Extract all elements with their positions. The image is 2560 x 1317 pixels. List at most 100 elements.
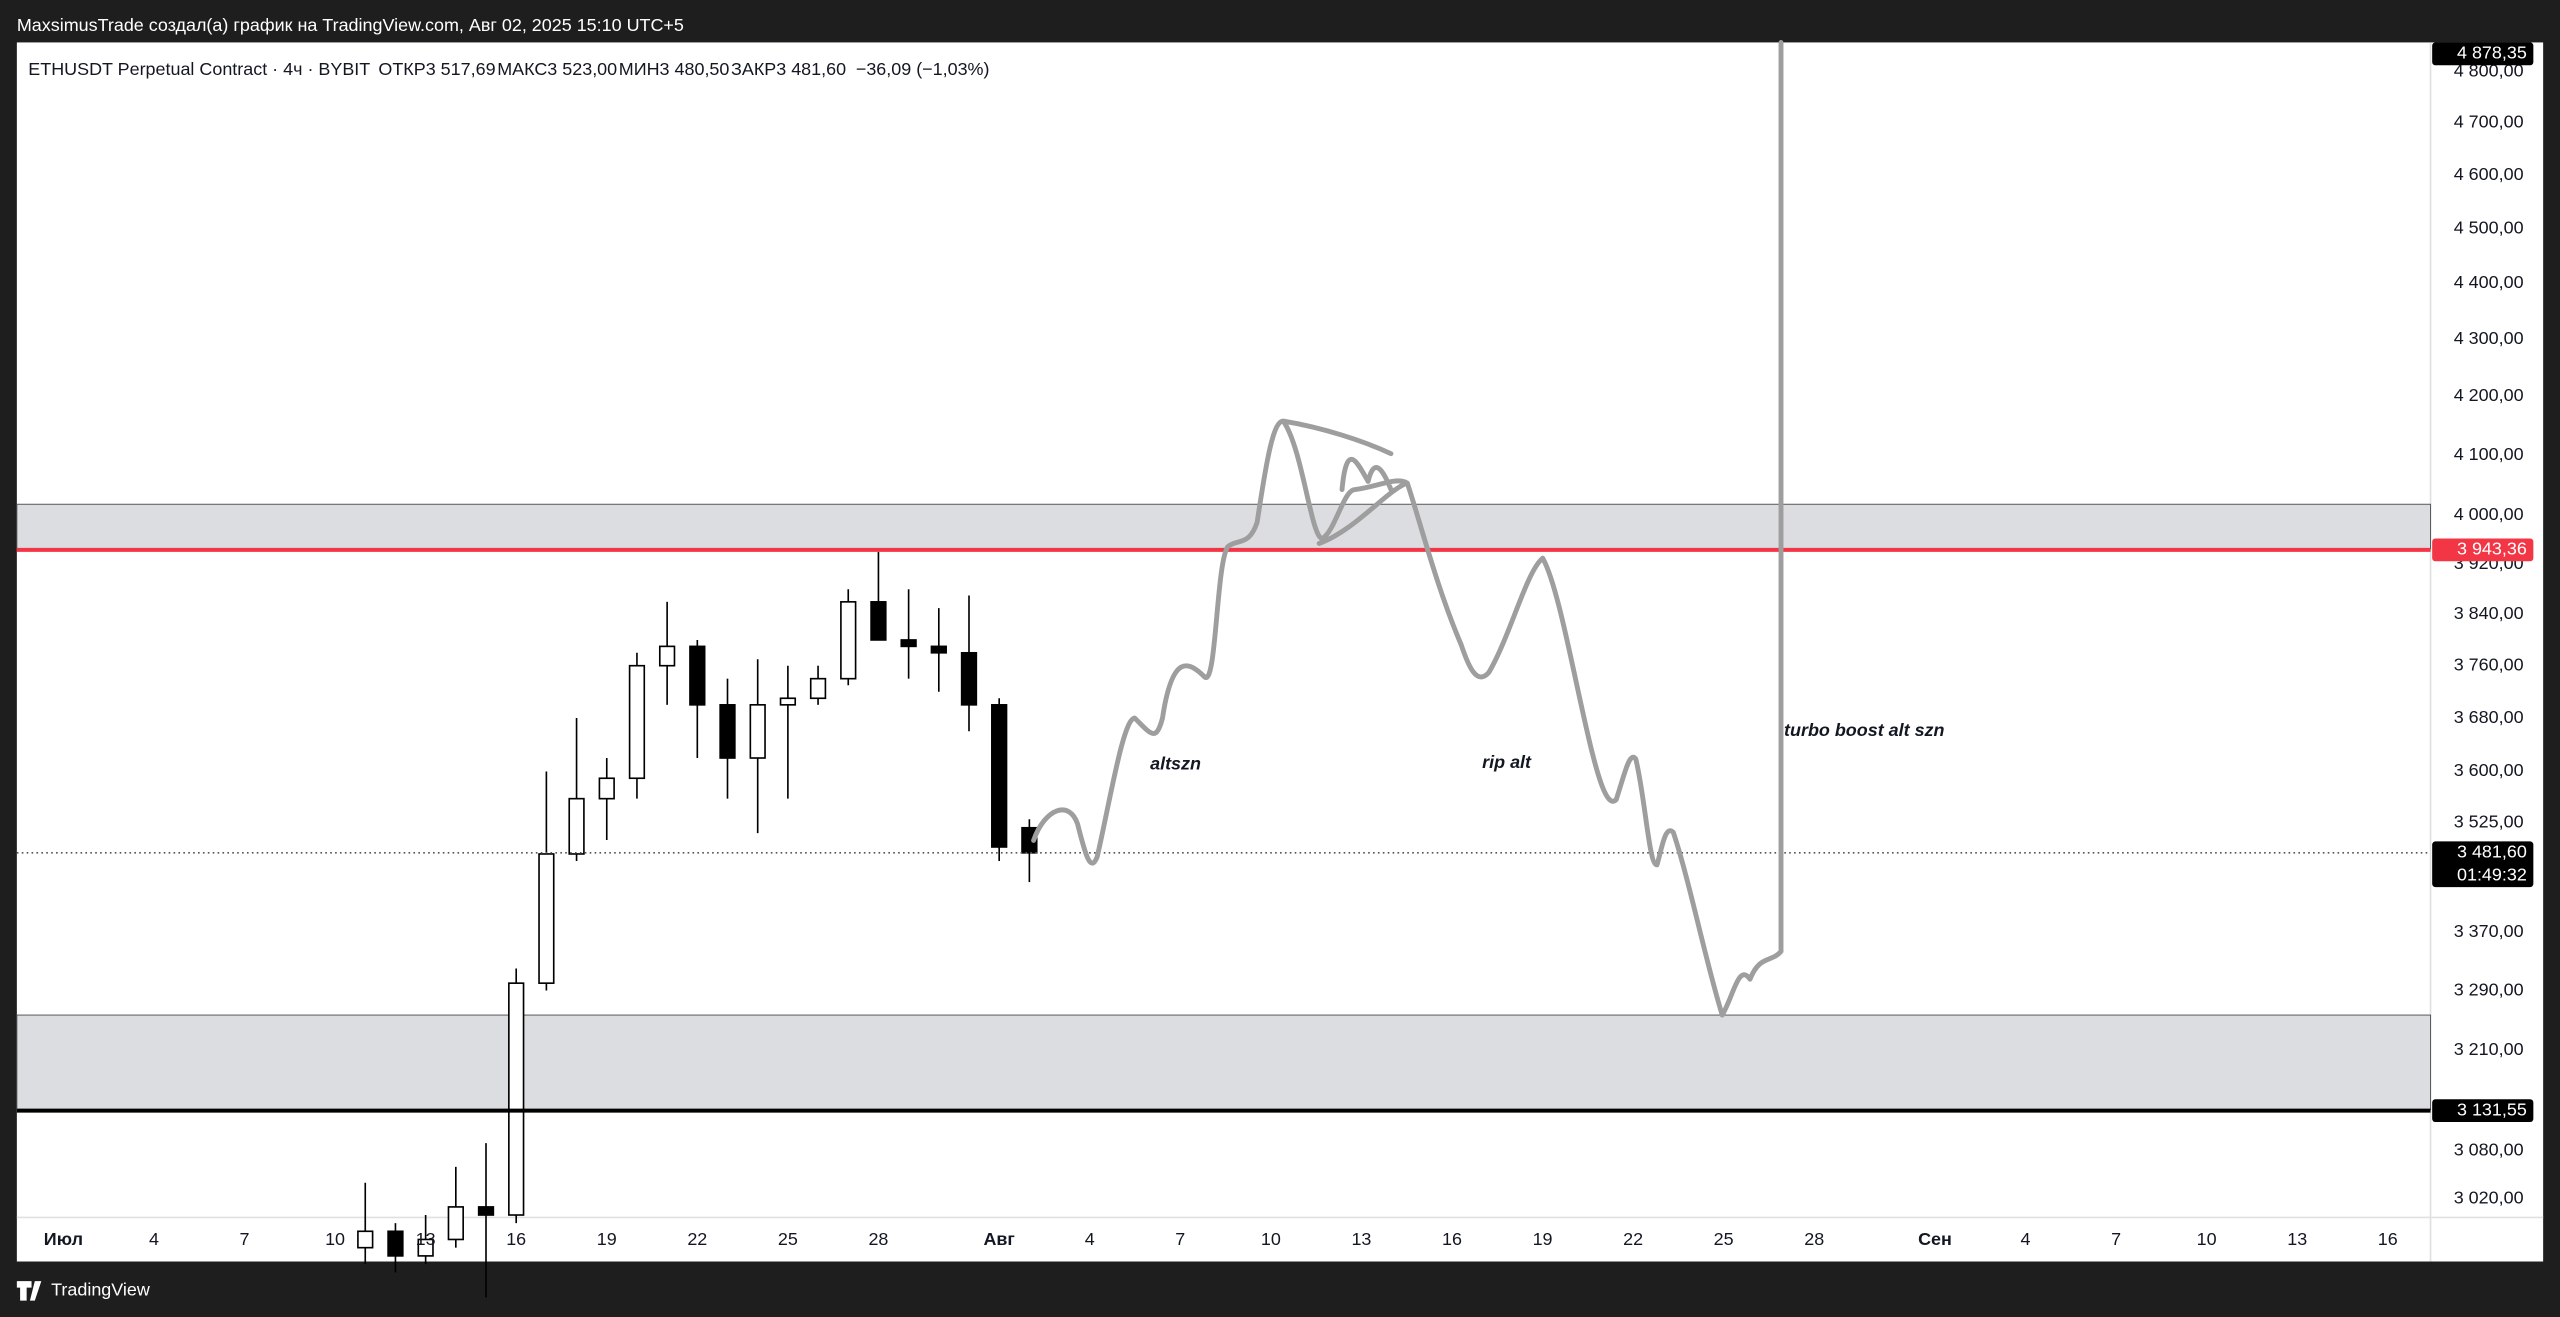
candle-body <box>991 704 1008 848</box>
candle-body <box>598 777 615 800</box>
y-tick-label: 4 300,00 <box>2454 328 2524 348</box>
candle-body <box>870 601 887 641</box>
candle-body <box>809 677 827 700</box>
ohlc-key: ОТКР <box>378 59 425 79</box>
x-tick-label: 4 <box>2021 1229 2031 1249</box>
price-tag-label: 4 878,35 <box>2457 43 2527 63</box>
x-tick-label: 25 <box>778 1229 798 1249</box>
y-tick-label: 4 700,00 <box>2454 112 2524 132</box>
candle-body <box>357 1230 374 1249</box>
y-tick-label: 4 500,00 <box>2454 217 2524 237</box>
plot: altszn rip alt turbo boost alt szn <box>16 503 2432 1298</box>
candle-body <box>1021 826 1038 854</box>
ohlc-value: 3 523,00 <box>547 59 617 79</box>
zone <box>16 503 2432 550</box>
brand: TradingView <box>16 1280 150 1301</box>
price-tag-countdown: 01:49:32 <box>2457 864 2527 884</box>
y-tick-label: 3 840,00 <box>2454 603 2524 623</box>
ohlc-value: 3 517,69 <box>426 59 496 79</box>
y-tick-label: 3 525,00 <box>2454 811 2524 831</box>
x-tick-label: 13 <box>416 1229 436 1249</box>
candle-body <box>447 1206 464 1241</box>
candle-body <box>960 651 978 706</box>
candle-body <box>689 645 706 706</box>
candle-body <box>538 853 555 984</box>
candle-body <box>719 704 736 759</box>
y-tick-label: 4 800,00 <box>2454 60 2524 80</box>
candle-body <box>840 601 857 680</box>
candle-body <box>779 697 797 706</box>
x-tick-label: 16 <box>1442 1229 1462 1249</box>
freehand-drawing <box>1031 39 1784 1018</box>
candle-body <box>749 704 766 759</box>
y-tick-label: 4 400,00 <box>2454 272 2524 292</box>
ohlc-value: 3 481,60 <box>776 59 846 79</box>
price-tag <box>2432 538 2534 562</box>
price-tag <box>2432 841 2534 888</box>
x-tick-label: 22 <box>1623 1229 1643 1249</box>
change: −36,09 (−1,03%) <box>856 59 990 79</box>
ohlc-key: МАКС <box>497 59 547 79</box>
y-tick-label: 3 290,00 <box>2454 979 2524 999</box>
candle-body <box>628 664 646 780</box>
price-tag <box>2432 1099 2534 1123</box>
credit: MaxsimusTrade создал(а) график на Tradin… <box>17 15 684 35</box>
brand-name: TradingView <box>51 1280 150 1300</box>
symbol: ETHUSDT Perpetual Contract · 4ч · BYBIT <box>28 59 370 79</box>
x-tick-label: 13 <box>2287 1229 2307 1249</box>
candle-body <box>508 982 525 1216</box>
candle-body <box>417 1238 434 1257</box>
x-tick-label: 19 <box>597 1229 617 1249</box>
zone <box>16 1014 2432 1110</box>
candle-body <box>477 1206 495 1216</box>
x-tick-label: 7 <box>240 1229 250 1249</box>
x-tick-label: 10 <box>2197 1229 2217 1249</box>
x-tick-label: 7 <box>2111 1229 2121 1249</box>
ohlc-value: 3 480,50 <box>660 59 730 79</box>
legend: ETHUSDT Perpetual Contract · 4ч · BYBIT О… <box>28 59 989 79</box>
x-tick-label: Июл <box>44 1229 83 1249</box>
annotation: rip alt <box>1482 752 1532 772</box>
x-tick-label: 16 <box>506 1229 526 1249</box>
x-tick-label: 4 <box>1085 1229 1095 1249</box>
x-tick-label: 13 <box>1351 1229 1371 1249</box>
candle-body <box>387 1230 404 1257</box>
x-tick-label: 4 <box>149 1229 159 1249</box>
x-tick-label: 10 <box>325 1229 345 1249</box>
y-tick-label: 4 600,00 <box>2454 164 2524 184</box>
x-tick-label: Сен <box>1918 1229 1952 1249</box>
y-tick-label: 4 000,00 <box>2454 504 2524 524</box>
annotation: turbo boost alt szn <box>1784 720 1944 740</box>
x-tick-label: 10 <box>1261 1229 1281 1249</box>
y-tick-label: 3 760,00 <box>2454 654 2524 674</box>
x-tick-label: Авг <box>983 1229 1014 1249</box>
y-tick-label: 3 370,00 <box>2454 921 2524 941</box>
y-tick-label: 3 210,00 <box>2454 1039 2524 1059</box>
price-tag-label: 3 131,55 <box>2457 1099 2527 1119</box>
annotation: altszn <box>1150 753 1201 773</box>
x-tick-label: 25 <box>1714 1229 1734 1249</box>
y-tick-label: 3 020,00 <box>2454 1188 2524 1208</box>
price-tag-label: 3 481,60 <box>2457 842 2527 862</box>
ohlc-key: МИН <box>619 59 660 79</box>
x-tick-label: 28 <box>868 1229 888 1249</box>
price-tag-label: 3 943,36 <box>2457 539 2527 559</box>
x-tick-label: 16 <box>2378 1229 2398 1249</box>
y-tick-label: 4 100,00 <box>2454 444 2524 464</box>
candle-body <box>900 639 917 648</box>
x-tick-label: 28 <box>1804 1229 1824 1249</box>
x-tick-label: 19 <box>1533 1229 1553 1249</box>
candle-body <box>658 645 676 667</box>
price-tag <box>2432 42 2534 66</box>
x-tick-label: 22 <box>687 1229 707 1249</box>
y-tick-label: 4 200,00 <box>2454 385 2524 405</box>
ohlc-key: ЗАКР <box>731 59 776 79</box>
y-tick-label: 3 600,00 <box>2454 760 2524 780</box>
x-tick-label: 7 <box>1175 1229 1185 1249</box>
y-tick-label: 3 680,00 <box>2454 707 2524 727</box>
brand-logo <box>16 1281 42 1301</box>
candle-body <box>568 797 585 855</box>
y-tick-label: 3 080,00 <box>2454 1140 2524 1160</box>
